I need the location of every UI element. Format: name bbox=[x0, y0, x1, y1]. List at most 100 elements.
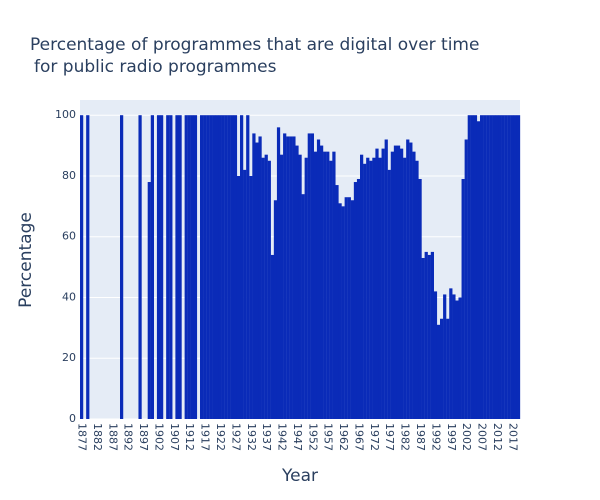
bar bbox=[372, 157, 376, 419]
x-tick-label: 1972 bbox=[368, 423, 381, 451]
x-tick-label: 1927 bbox=[229, 423, 242, 451]
bar bbox=[267, 160, 271, 419]
bar bbox=[283, 133, 287, 419]
x-tick-label: 1977 bbox=[383, 423, 396, 451]
bar bbox=[486, 115, 490, 419]
bar bbox=[240, 115, 244, 419]
x-tick-label: 1942 bbox=[276, 423, 289, 451]
bar bbox=[387, 169, 391, 419]
bar bbox=[440, 318, 444, 419]
x-tick-label: 1912 bbox=[183, 423, 196, 451]
bar bbox=[480, 115, 484, 419]
bar bbox=[335, 185, 339, 419]
x-tick-label: 1897 bbox=[137, 423, 150, 451]
bar bbox=[215, 115, 219, 419]
x-tick-label: 1987 bbox=[414, 423, 427, 451]
bar bbox=[421, 257, 425, 419]
chart-title: Percentage of programmes that are digita… bbox=[30, 35, 479, 55]
bar bbox=[406, 139, 410, 419]
bar bbox=[403, 157, 407, 419]
x-tick-label: 2007 bbox=[476, 423, 489, 451]
bar bbox=[418, 178, 422, 419]
bar bbox=[390, 151, 394, 419]
bar bbox=[276, 127, 281, 419]
x-tick-label: 1947 bbox=[291, 423, 304, 451]
bar bbox=[233, 115, 238, 419]
bar bbox=[516, 115, 521, 419]
x-tick-label: 1892 bbox=[122, 423, 135, 451]
bar bbox=[166, 115, 170, 419]
x-tick-label: 1992 bbox=[429, 423, 442, 451]
x-tick-label: 1907 bbox=[168, 423, 181, 451]
bar bbox=[458, 297, 462, 419]
y-tick-label: 80 bbox=[62, 169, 76, 182]
bar bbox=[255, 142, 259, 420]
bar bbox=[184, 115, 188, 419]
x-tick-label: 1922 bbox=[214, 423, 227, 451]
bar bbox=[409, 142, 413, 420]
y-tick-label: 20 bbox=[62, 351, 76, 364]
x-tick-label: 2002 bbox=[460, 423, 473, 451]
bar bbox=[353, 182, 358, 419]
bar bbox=[495, 115, 499, 419]
bar bbox=[378, 157, 382, 419]
bar bbox=[209, 115, 213, 419]
bar bbox=[356, 178, 361, 419]
bar bbox=[138, 115, 142, 419]
bar bbox=[473, 115, 478, 419]
bar bbox=[507, 115, 511, 419]
x-tick-label: 1877 bbox=[76, 423, 89, 451]
bar bbox=[476, 121, 481, 420]
bar bbox=[338, 203, 342, 419]
bar bbox=[347, 197, 351, 419]
bar bbox=[461, 178, 465, 419]
bar bbox=[270, 254, 274, 419]
bar bbox=[449, 288, 453, 419]
bar bbox=[175, 115, 179, 419]
bar bbox=[304, 157, 308, 419]
bar bbox=[344, 197, 348, 419]
bar bbox=[396, 145, 401, 420]
bar bbox=[470, 115, 474, 419]
bar bbox=[221, 115, 225, 419]
bar bbox=[341, 206, 345, 419]
bar bbox=[230, 115, 234, 419]
x-tick-label: 1962 bbox=[337, 423, 350, 451]
bar bbox=[178, 115, 182, 419]
bar bbox=[332, 151, 336, 419]
bar bbox=[298, 154, 302, 419]
x-tick-label: 1887 bbox=[106, 423, 119, 451]
bar bbox=[169, 115, 173, 419]
bar bbox=[236, 175, 241, 419]
bar bbox=[424, 251, 428, 419]
bar bbox=[252, 133, 256, 419]
y-tick-label: 60 bbox=[62, 230, 76, 243]
bar bbox=[430, 251, 434, 419]
bar bbox=[320, 145, 324, 420]
bar bbox=[467, 115, 471, 419]
bar bbox=[86, 115, 90, 419]
bar bbox=[310, 133, 314, 419]
bar bbox=[313, 151, 318, 419]
bar bbox=[400, 148, 404, 419]
bar bbox=[492, 115, 496, 419]
x-tick-label: 1997 bbox=[445, 423, 458, 451]
bar bbox=[301, 194, 305, 419]
bar bbox=[443, 294, 447, 419]
bar bbox=[286, 136, 290, 419]
x-tick-label: 1982 bbox=[399, 423, 412, 451]
x-tick-label: 1902 bbox=[152, 423, 165, 451]
x-axis-label: Year bbox=[281, 466, 318, 486]
bar bbox=[393, 145, 398, 420]
bar bbox=[200, 115, 204, 419]
bar bbox=[504, 115, 508, 419]
bar bbox=[446, 318, 450, 419]
bar bbox=[289, 136, 293, 419]
bar bbox=[360, 154, 364, 419]
bar bbox=[381, 148, 385, 419]
bar bbox=[510, 115, 514, 419]
bar bbox=[455, 300, 459, 419]
bar bbox=[224, 115, 228, 419]
bar bbox=[295, 145, 299, 420]
y-axis-label: Percentage bbox=[16, 212, 36, 308]
